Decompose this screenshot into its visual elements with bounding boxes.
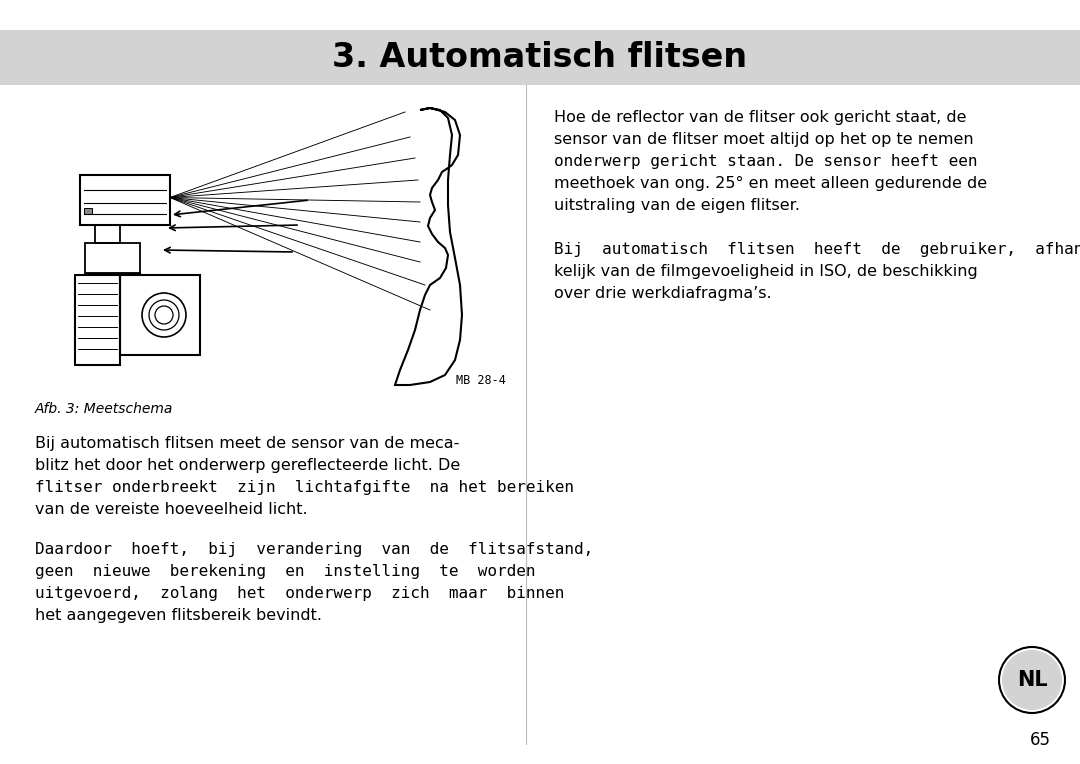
Circle shape <box>1002 650 1062 710</box>
Bar <box>75 275 120 365</box>
Text: van de vereiste hoeveelheid licht.: van de vereiste hoeveelheid licht. <box>35 502 308 517</box>
Text: sensor van de flitser moet altijd op het op te nemen: sensor van de flitser moet altijd op het… <box>554 132 973 147</box>
Text: over drie werkdiafragma’s.: over drie werkdiafragma’s. <box>554 286 771 301</box>
Text: kelijk van de filmgevoeligheid in ISO, de beschikking: kelijk van de filmgevoeligheid in ISO, d… <box>554 264 977 279</box>
Text: 65: 65 <box>1029 731 1051 749</box>
Text: geen  nieuwe  berekening  en  instelling  te  worden: geen nieuwe berekening en instelling te … <box>35 564 536 579</box>
Text: Bij  automatisch  flitsen  heeft  de  gebruiker,  afhan-: Bij automatisch flitsen heeft de gebruik… <box>554 242 1080 257</box>
Text: Bij automatisch flitsen meet de sensor van de meca-: Bij automatisch flitsen meet de sensor v… <box>35 436 459 451</box>
Bar <box>120 275 200 355</box>
Text: NL: NL <box>1016 670 1048 690</box>
Bar <box>0 30 1080 85</box>
Bar <box>84 208 92 214</box>
Text: meethoek van ong. 25° en meet alleen gedurende de: meethoek van ong. 25° en meet alleen ged… <box>554 176 987 191</box>
Bar <box>95 225 120 243</box>
Text: MB 28-4: MB 28-4 <box>456 374 505 387</box>
Text: uitgevoerd,  zolang  het  onderwerp  zich  maar  binnen: uitgevoerd, zolang het onderwerp zich ma… <box>35 586 565 601</box>
Text: onderwerp gericht staan. De sensor heeft een: onderwerp gericht staan. De sensor heeft… <box>554 154 977 169</box>
Bar <box>80 175 170 225</box>
Text: 3. Automatisch flitsen: 3. Automatisch flitsen <box>333 41 747 74</box>
Text: flitser onderbreekt  zijn  lichtafgifte  na het bereiken: flitser onderbreekt zijn lichtafgifte na… <box>35 480 573 495</box>
Text: Hoe de reflector van de flitser ook gericht staat, de: Hoe de reflector van de flitser ook geri… <box>554 110 967 125</box>
Text: blitz het door het onderwerp gereflecteerde licht. De: blitz het door het onderwerp gereflectee… <box>35 458 460 473</box>
Bar <box>85 243 140 273</box>
Text: het aangegeven flitsbereik bevindt.: het aangegeven flitsbereik bevindt. <box>35 608 322 623</box>
Text: uitstraling van de eigen flitser.: uitstraling van de eigen flitser. <box>554 198 800 213</box>
Text: Daardoor  hoeft,  bij  verandering  van  de  flitsafstand,: Daardoor hoeft, bij verandering van de f… <box>35 542 593 557</box>
Text: Afb. 3: Meetschema: Afb. 3: Meetschema <box>35 402 174 416</box>
